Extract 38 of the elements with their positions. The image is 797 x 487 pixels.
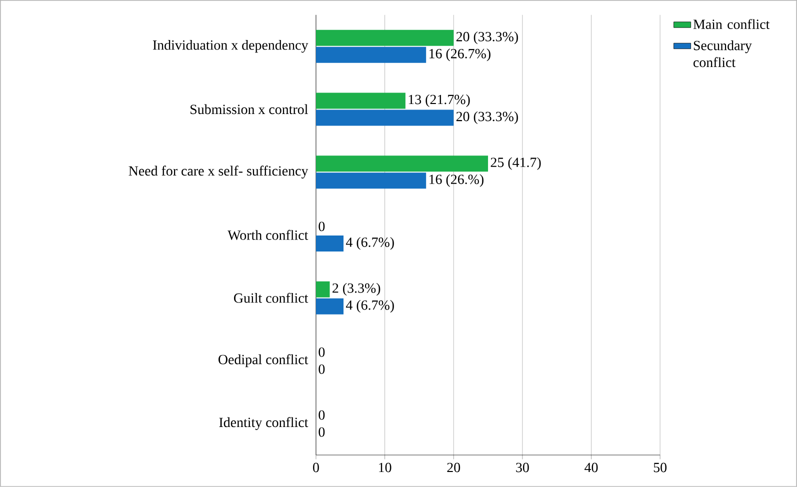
- data-label: 4 (6.7%): [346, 300, 394, 313]
- x-tick-label: 40: [584, 462, 598, 472]
- y-tick-label: Need for care x self- sufficiency: [128, 166, 308, 179]
- data-label: 2 (3.3%): [332, 283, 380, 296]
- data-label: 16 (26.7%): [430, 48, 490, 62]
- x-tick-label: 10: [379, 462, 392, 472]
- x-tick-label: 50: [654, 462, 667, 472]
- data-label: 13 (21.7%): [408, 94, 470, 108]
- data-label: 20 (33.3%): [456, 32, 518, 44]
- bar: [316, 172, 426, 189]
- data-label: 0: [318, 364, 325, 374]
- y-tick-label: Worth conflict: [228, 230, 308, 240]
- data-label: 16 (26.%): [430, 174, 484, 187]
- data-label: 25 (41.7): [490, 157, 541, 170]
- bar: [316, 92, 406, 109]
- bar: [316, 156, 488, 172]
- x-tick-label: 30: [516, 462, 529, 472]
- bar: [316, 110, 454, 126]
- bar: [316, 281, 330, 298]
- y-tick-label: Identity conflict: [219, 417, 308, 430]
- legend-label: Main conflict: [693, 19, 770, 30]
- bar: [316, 298, 344, 314]
- data-label: 0: [318, 410, 325, 420]
- x-tick-label: 20: [447, 462, 460, 472]
- data-label: 0: [318, 427, 325, 437]
- y-tick-label: Guilt conflict: [234, 292, 308, 303]
- legend-label: Secundary conflict: [694, 40, 752, 68]
- data-label: 0: [318, 222, 325, 232]
- data-label: 20 (33.3%): [456, 111, 518, 124]
- bar: [316, 236, 344, 252]
- y-tick-label: Individuation x dependency: [152, 40, 308, 53]
- y-tick-label: Submission x control: [190, 104, 308, 114]
- data-label: 0: [318, 348, 325, 357]
- bar: [316, 30, 454, 46]
- y-tick-label: Oedipal conflict: [218, 354, 308, 368]
- data-label: 4 (6.7%): [346, 237, 394, 250]
- x-tick-label: 0: [313, 462, 319, 472]
- bar: [316, 46, 426, 63]
